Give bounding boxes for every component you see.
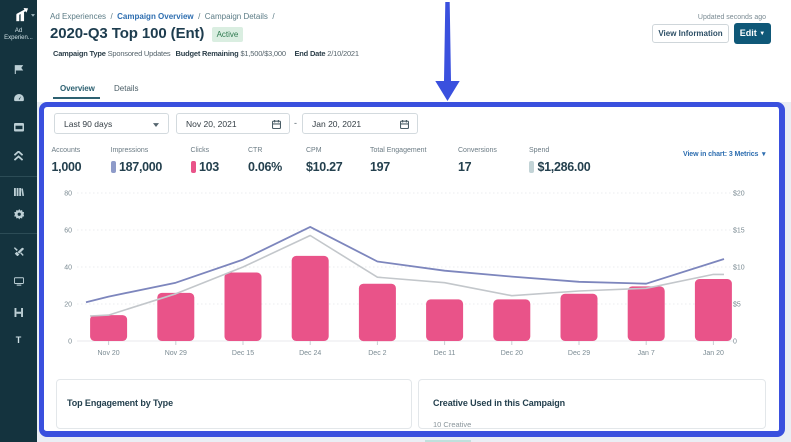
svg-text:Nov 20: Nov 20 [98,350,120,357]
svg-text:Dec 24: Dec 24 [299,350,321,357]
svg-text:80: 80 [64,191,72,198]
svg-text:$10: $10 [733,265,745,272]
svg-text:Dec 20: Dec 20 [501,350,523,357]
svg-text:Dec 11: Dec 11 [434,350,456,357]
svg-text:$15: $15 [733,228,745,235]
svg-text:0: 0 [733,339,737,346]
svg-text:Dec 2: Dec 2 [368,350,386,357]
svg-text:Dec 15: Dec 15 [232,350,254,357]
svg-text:0: 0 [68,339,72,346]
svg-text:$20: $20 [733,191,745,198]
svg-text:Dec 29: Dec 29 [568,350,590,357]
svg-text:20: 20 [64,302,72,309]
svg-text:$5: $5 [733,302,741,309]
svg-text:Jan 7: Jan 7 [638,350,655,357]
svg-text:40: 40 [64,265,72,272]
svg-text:60: 60 [64,228,72,235]
svg-text:Nov 29: Nov 29 [165,350,187,357]
svg-text:Jan 20: Jan 20 [703,350,724,357]
